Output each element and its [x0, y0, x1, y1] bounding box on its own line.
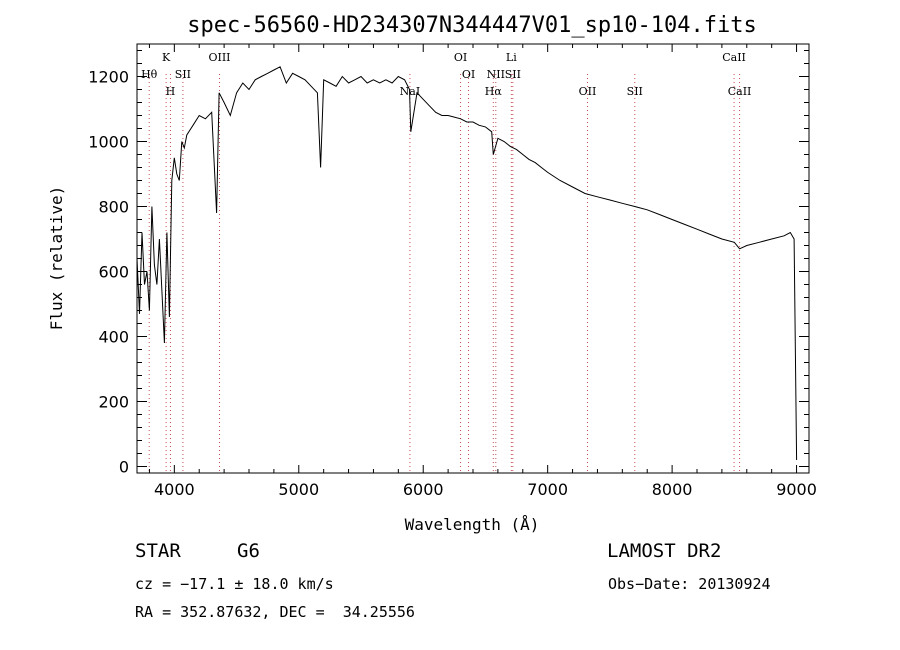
y-tick-label: 0: [119, 458, 129, 477]
spectral-line-label: SII: [627, 85, 643, 98]
line-markers: [148, 74, 741, 473]
survey-name: LAMOST DR2: [607, 540, 722, 562]
object-subclass: G6: [237, 540, 260, 562]
x-tick-label: 7000: [527, 480, 568, 499]
spectral-line-label: H: [166, 85, 176, 98]
object-class: STAR: [135, 540, 181, 562]
x-ticks: 4000 5000 6000 7000 8000 9000: [148, 44, 817, 499]
y-ticks: 0 200 400 600 800 1000 1200: [88, 50, 809, 477]
spectral-line-label: K: [162, 51, 171, 64]
x-axis-label: Wavelength (Å): [405, 515, 540, 534]
spectral-line-label: OI: [454, 51, 467, 64]
x-tick-label: 5000: [278, 480, 319, 499]
spectral-line-label: OI: [462, 68, 475, 81]
spectral-line-label: CaII: [722, 51, 746, 64]
y-tick-label: 1200: [88, 68, 129, 87]
x-tick-label: 8000: [652, 480, 693, 499]
y-tick-label: 600: [98, 263, 129, 282]
spectral-line-label: SII: [175, 68, 191, 81]
coordinates-text: RA = 352.87632, DEC = 34.25556: [135, 603, 415, 621]
x-tick-label: 9000: [776, 480, 817, 499]
chart-title: spec-56560-HD234307N344447V01_sp10-104.f…: [187, 13, 757, 38]
spectral-line-label: Hα: [485, 85, 503, 98]
spectral-line-label: Li: [506, 51, 517, 64]
plot-frame: [136, 43, 810, 474]
spectral-line-label: OII: [579, 85, 597, 98]
y-tick-label: 400: [98, 328, 129, 347]
y-tick-label: 200: [98, 393, 129, 412]
x-tick-label: 4000: [154, 480, 195, 499]
y-axis-label: Flux (relative): [47, 186, 66, 331]
spectral-line-label: NII: [487, 68, 505, 81]
spectral-line-label: SII: [505, 68, 521, 81]
redshift-text: cz = −17.1 ± 18.0 km/s: [135, 575, 334, 593]
y-tick-label: 1000: [88, 133, 129, 152]
spectrum-line: [136, 66, 798, 461]
spectral-line-label: OIII: [208, 51, 230, 64]
obs-date-text: Obs−Date: 20130924: [608, 575, 771, 593]
spectral-line-label: Hθ: [141, 68, 158, 81]
y-tick-label: 800: [98, 198, 129, 217]
spectral-line-label: CaII: [728, 85, 752, 98]
x-tick-label: 6000: [403, 480, 444, 499]
